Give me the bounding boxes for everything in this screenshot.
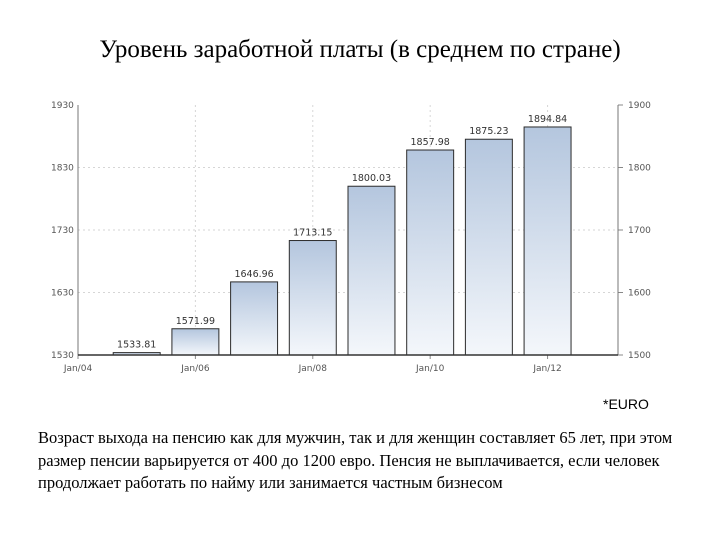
y-tick-label-right: 1800 [628,164,651,174]
labels: 1930 1900 1830 1800 1730 1700 1630 1600 1530 1500… [51,101,651,374]
bar-2006 [171,328,220,356]
y-tick-label-right: 1700 [628,226,651,236]
bar-2009 [347,185,396,356]
y-tick-label-right: 1500 [628,351,651,361]
currency-note: *EURO [603,396,649,412]
pension-description: Возраст выхода на пенсию как для мужчин,… [38,428,673,492]
bar-2010 [406,149,455,356]
axes [77,104,623,359]
y-tick-label-left: 1530 [51,351,74,361]
y-tick-label-left: 1730 [51,226,74,236]
bar-2007 [230,281,279,356]
salary-bar-chart: 1930 1900 1830 1800 1730 1700 1630 1600 1530 1500… [51,101,651,374]
data-label-2011: 1875.23 [469,126,508,137]
data-label-2005: 1533.81 [117,340,156,351]
x-tick-label: Jan/08 [298,364,328,374]
x-tick-label: Jan/10 [415,364,445,374]
slide-title: Уровень заработной платы (в среднем по с… [99,36,621,63]
y-tick-label-left: 1930 [51,101,74,111]
x-tick-label: Jan/12 [532,364,561,374]
x-tick-label: Jan/04 [63,364,93,374]
bars [112,126,572,356]
data-label-2009: 1800.03 [352,173,391,184]
data-label-2007: 1646.96 [234,269,273,280]
bar-2012 [523,126,572,356]
y-tick-label-right: 1900 [628,101,651,111]
y-tick-label-left: 1830 [51,164,74,174]
data-label-2012: 1894.84 [528,114,567,125]
bar-2011 [464,138,513,356]
data-label-2006: 1571.99 [176,316,215,327]
y-tick-label-right: 1600 [628,289,651,299]
bar-2008 [288,240,337,356]
y-tick-label-left: 1630 [51,289,74,299]
data-label-2010: 1857.98 [411,137,450,148]
data-label-2008: 1713.15 [293,228,332,239]
x-tick-label: Jan/06 [180,364,210,374]
